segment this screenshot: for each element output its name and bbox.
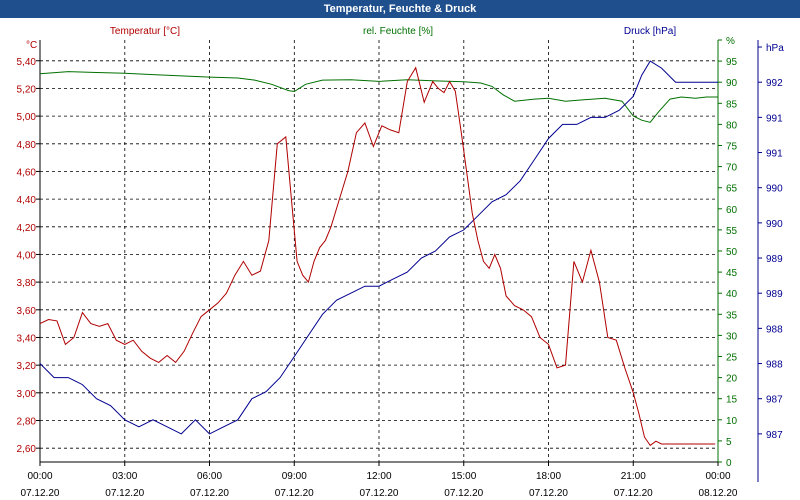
temperature-tick-label: 3,00 <box>17 389 37 400</box>
pressure-tick-label: 988 <box>766 324 783 335</box>
humidity-tick-label: 95 <box>726 57 738 68</box>
temperature-tick-label: 5,40 <box>17 57 37 68</box>
temperature-series-line <box>39 66 716 447</box>
temperature-tick-label: 4,20 <box>17 223 37 234</box>
temperature-tick-label: 4,00 <box>17 250 37 261</box>
x-date-label: 07.12.20 <box>275 488 314 499</box>
humidity-tick-label: % <box>726 36 735 47</box>
temperature-tick-label: 4,80 <box>17 140 37 151</box>
humidity-tick-label: 20 <box>726 374 738 385</box>
x-date-label: 08.12.20 <box>699 488 738 499</box>
x-time-label: 15:00 <box>451 471 476 482</box>
humidity-tick-label: 40 <box>726 289 738 300</box>
pressure-series-label: Druck [hPa] <box>624 26 676 37</box>
humidity-series-label: rel. Feuchte [%] <box>363 26 433 37</box>
temperature-unit-label: °C <box>26 40 37 51</box>
temperature-tick-label: 3,80 <box>17 278 37 289</box>
humidity-tick-label: 85 <box>726 99 738 110</box>
temperature-tick-label: 4,60 <box>17 167 37 178</box>
humidity-tick-label: 45 <box>726 268 738 279</box>
temperature-tick-label: 5,00 <box>17 112 37 123</box>
temperature-tick-label: 3,60 <box>17 306 37 317</box>
humidity-tick-label: 50 <box>726 247 738 258</box>
humidity-series-line <box>39 71 718 123</box>
x-time-label: 09:00 <box>282 471 307 482</box>
pressure-tick-label: 991 <box>766 149 783 160</box>
axis-lines <box>36 39 762 482</box>
x-date-label: 07.12.20 <box>360 488 399 499</box>
x-date-label: 07.12.20 <box>190 488 229 499</box>
humidity-tick-label: 55 <box>726 226 738 237</box>
humidity-tick-label: 5 <box>726 437 732 448</box>
temperature-tick-label: 5,20 <box>17 84 37 95</box>
x-time-label: 00:00 <box>27 471 52 482</box>
temperature-tick-label: 2,60 <box>17 444 37 455</box>
x-time-label: 06:00 <box>197 471 222 482</box>
humidity-tick-label: 70 <box>726 163 738 174</box>
humidity-tick-label: 30 <box>726 331 738 342</box>
chart-canvas: 2,60 2,80 3,00 3,20 3,40 3,60 3,80 4,00 4,20 4,40… <box>0 18 800 500</box>
pressure-tick-label: 991 <box>766 113 783 124</box>
x-date-label: 07.12.20 <box>444 488 483 499</box>
pressure-tick-label: 987 <box>766 395 783 406</box>
x-date-label: 07.12.20 <box>21 488 60 499</box>
temperature-tick-label: 2,80 <box>17 416 37 427</box>
x-time-label: 03:00 <box>112 471 137 482</box>
pressure-tick-label: 988 <box>766 360 783 371</box>
humidity-tick-label: 80 <box>726 120 738 131</box>
x-time-label: 21:00 <box>621 471 646 482</box>
humidity-tick-label: 60 <box>726 205 738 216</box>
humidity-tick-label: 15 <box>726 395 738 406</box>
x-time-label: 00:00 <box>705 471 730 482</box>
humidity-tick-label: 25 <box>726 353 738 364</box>
temperature-tick-label: 3,20 <box>17 361 37 372</box>
humidity-tick-label: 10 <box>726 416 738 427</box>
pressure-tick-label: 990 <box>766 184 783 195</box>
x-time-label: 18:00 <box>536 471 561 482</box>
x-time-label: 12:00 <box>366 471 391 482</box>
tick-labels: 2,60 2,80 3,00 3,20 3,40 3,60 3,80 4,00 4,20 4,40… <box>17 36 785 499</box>
humidity-tick-label: 0 <box>726 458 732 469</box>
pressure-tick-label: hPa <box>766 43 784 54</box>
humidity-tick-label: 90 <box>726 78 738 89</box>
temperature-tick-label: 3,40 <box>17 333 37 344</box>
pressure-tick-label: 990 <box>766 219 783 230</box>
humidity-tick-label: 75 <box>726 142 738 153</box>
chart-title: Temperatur, Feuchte & Druck <box>0 0 800 18</box>
temperature-series-label: Temperatur [°C] <box>110 26 180 37</box>
pressure-tick-label: 989 <box>766 289 783 300</box>
x-date-label: 07.12.20 <box>529 488 568 499</box>
x-date-label: 07.12.20 <box>105 488 144 499</box>
temperature-tick-label: 4,40 <box>17 195 37 206</box>
chart-background <box>0 18 800 500</box>
pressure-tick-label: 992 <box>766 78 783 89</box>
pressure-tick-label: 989 <box>766 254 783 265</box>
pressure-tick-label: 987 <box>766 430 783 441</box>
humidity-tick-label: 65 <box>726 184 738 195</box>
humidity-tick-label: 35 <box>726 310 738 321</box>
pressure-series-line <box>39 60 718 435</box>
x-date-label: 07.12.20 <box>614 488 653 499</box>
series-group <box>39 60 718 447</box>
